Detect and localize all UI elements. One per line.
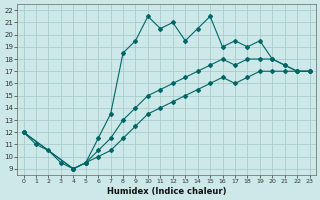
X-axis label: Humidex (Indice chaleur): Humidex (Indice chaleur) xyxy=(107,187,226,196)
